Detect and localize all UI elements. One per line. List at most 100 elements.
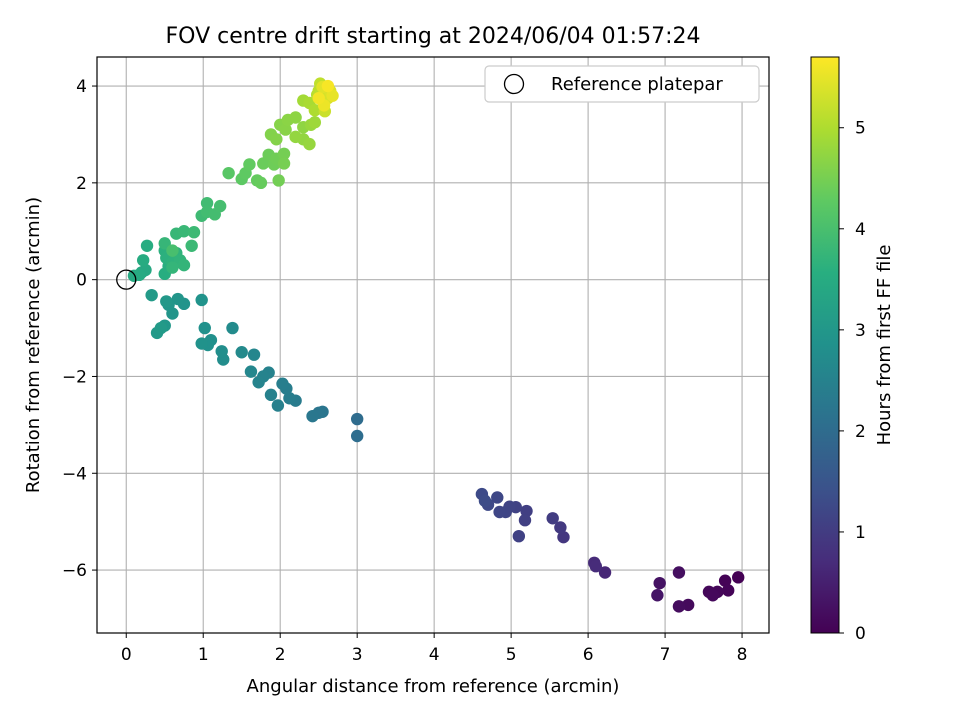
- x-tick-label: 4: [429, 645, 440, 665]
- data-point: [166, 244, 179, 257]
- data-point: [264, 388, 278, 402]
- data-point: [140, 239, 154, 252]
- x-tick-label: 2: [275, 645, 286, 665]
- data-point: [198, 321, 211, 335]
- data-point: [520, 504, 533, 518]
- grid-lines: [97, 57, 769, 633]
- data-point: [350, 412, 364, 426]
- data-point: [491, 491, 504, 504]
- colorbar-tick-label: 0: [855, 624, 866, 644]
- data-point: [158, 237, 171, 250]
- colorbar-tick-label: 3: [855, 321, 866, 341]
- data-point: [270, 133, 283, 146]
- legend: Reference platepar: [484, 65, 760, 103]
- data-point: [303, 137, 316, 151]
- legend-reference-label: Reference platepar: [551, 74, 723, 95]
- x-tick-label: 1: [198, 645, 209, 665]
- data-point: [277, 147, 291, 161]
- data-point: [672, 600, 686, 613]
- y-tick-label: −6: [62, 561, 87, 581]
- data-point: [289, 130, 302, 144]
- data-point: [326, 89, 339, 102]
- data-point: [215, 345, 228, 358]
- data-point: [672, 566, 686, 579]
- data-point: [308, 104, 322, 117]
- data-point: [200, 196, 214, 210]
- data-point: [171, 292, 185, 306]
- y-axis-ticks: 4 2 0 −2 −4 −6: [62, 77, 97, 581]
- data-point: [493, 505, 506, 519]
- data-point: [681, 598, 695, 612]
- data-point: [243, 158, 256, 171]
- x-tick-label: 8: [737, 645, 748, 665]
- data-point: [722, 584, 735, 597]
- plot-frame: [96, 56, 770, 634]
- data-point: [350, 429, 364, 443]
- x-axis-label: Angular distance from reference (arcmin): [247, 676, 620, 697]
- data-point: [653, 576, 666, 590]
- data-point: [546, 512, 559, 525]
- data-point: [306, 409, 319, 423]
- chart-title: FOV centre drift starting at 2024/06/04 …: [166, 24, 701, 49]
- y-tick-label: −2: [62, 367, 87, 387]
- colorbar-ticks: 0 1 2 3 4 5: [839, 119, 866, 644]
- data-point: [187, 226, 201, 239]
- data-point: [598, 566, 612, 579]
- colorbar: 0 1 2 3 4 5 Hours from first FF file: [810, 56, 895, 644]
- data-point: [518, 514, 532, 527]
- data-point: [252, 376, 265, 389]
- reference-platepar-marker: [116, 269, 137, 290]
- data-point: [213, 199, 227, 213]
- colorbar-tick-label: 1: [855, 523, 866, 543]
- data-point: [166, 261, 179, 274]
- data-point: [154, 321, 168, 335]
- x-tick-label: 5: [506, 645, 517, 665]
- colorbar-tick-label: 2: [855, 422, 866, 442]
- data-point: [732, 571, 745, 584]
- data-point: [718, 574, 732, 587]
- colorbar-tick-label: 4: [855, 220, 866, 240]
- data-point: [254, 176, 268, 190]
- data-point: [589, 560, 603, 573]
- data-point: [289, 111, 302, 124]
- data-point: [706, 589, 720, 602]
- data-point: [312, 91, 325, 105]
- x-tick-label: 3: [352, 645, 363, 665]
- data-points: [127, 77, 745, 613]
- data-point: [185, 239, 198, 252]
- data-point: [235, 346, 248, 359]
- data-point: [557, 530, 570, 544]
- data-point: [145, 288, 158, 302]
- data-point: [279, 123, 292, 136]
- y-tick-label: 2: [76, 174, 87, 194]
- data-point: [277, 157, 291, 170]
- data-point: [222, 166, 235, 180]
- data-point: [136, 254, 150, 267]
- legend-reference-marker: [503, 73, 525, 95]
- data-point: [247, 348, 261, 361]
- y-tick-label: 0: [76, 271, 87, 291]
- y-axis-label: Rotation from reference (arcmin): [23, 197, 44, 493]
- x-tick-label: 6: [583, 645, 594, 665]
- colorbar-tick-label: 5: [855, 119, 866, 139]
- x-tick-label: 7: [660, 645, 671, 665]
- y-tick-label: −4: [62, 464, 87, 484]
- data-point: [226, 321, 239, 335]
- data-point: [512, 529, 526, 543]
- data-point: [651, 589, 664, 602]
- data-point: [283, 392, 296, 405]
- data-point: [554, 521, 567, 534]
- data-point: [478, 494, 492, 508]
- data-point: [177, 258, 191, 272]
- colorbar-gradient: [810, 56, 840, 634]
- x-tick-label: 0: [121, 645, 132, 665]
- data-point: [160, 295, 173, 308]
- data-point: [271, 399, 285, 412]
- legend-box: [484, 65, 760, 103]
- x-axis-ticks: 0 1 2 3 4 5 6 7 8: [121, 633, 748, 665]
- data-point: [276, 377, 289, 390]
- y-tick-label: 4: [76, 77, 87, 97]
- data-point: [195, 293, 208, 307]
- data-point: [321, 79, 335, 93]
